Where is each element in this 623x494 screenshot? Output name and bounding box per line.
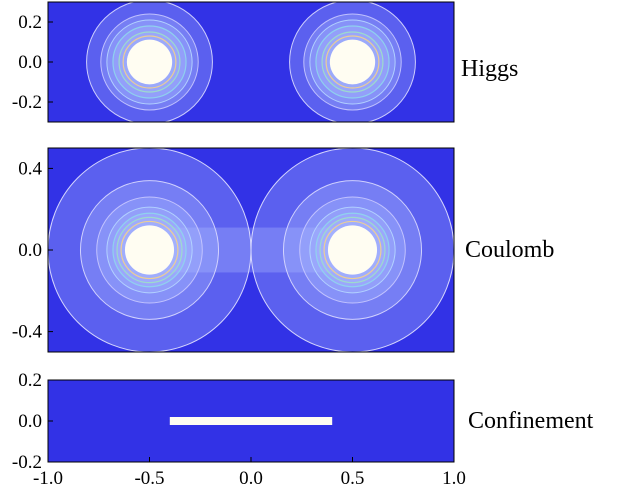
- contour-line: [106, 19, 193, 105]
- panel-coulomb: 0.4 0.0 -0.4 Coulomb: [12, 147, 554, 353]
- contour-line: [309, 19, 396, 105]
- x-tick-label: -0.5: [134, 468, 164, 489]
- x-tick-label: 0.5: [341, 468, 365, 489]
- y-tick-label: 0.2: [18, 12, 42, 33]
- contour-line: [319, 216, 386, 284]
- contour-line: [106, 206, 193, 294]
- panel-label: Higgs: [461, 56, 518, 82]
- contour-line: [325, 35, 380, 89]
- contour-line: [100, 13, 199, 111]
- panel-higgs: 0.2 0.0 -0.2 Higgs: [12, 1, 518, 123]
- contour-line: [250, 148, 454, 352]
- x-tick-label: 1.0: [442, 468, 466, 489]
- contour-line: [323, 220, 382, 280]
- y-tick-label: 0.2: [18, 370, 42, 391]
- contour-line: [79, 180, 220, 320]
- x-tick-label: -1.0: [33, 468, 63, 489]
- contour-line: [96, 196, 203, 304]
- source-core: [126, 39, 173, 85]
- contour-line: [282, 180, 423, 320]
- source-core: [327, 225, 378, 275]
- contour-line: [315, 212, 390, 288]
- y-tick-label: 0.4: [18, 158, 42, 179]
- contour-line: [309, 206, 396, 294]
- contour-line: [289, 2, 416, 122]
- contour-line: [321, 31, 384, 93]
- panel-label: Confinement: [468, 408, 594, 434]
- flux-tube: [169, 417, 333, 425]
- source-core: [329, 39, 376, 85]
- panel-confinement: 0.2 0.0 -0.2 Confinement: [12, 370, 594, 473]
- contour-line: [118, 31, 181, 93]
- contour-line: [303, 13, 402, 111]
- y-tick-label: 0.0: [18, 411, 42, 432]
- contour-line: [299, 196, 406, 304]
- panel-label: Coulomb: [465, 237, 554, 263]
- y-tick-label: -0.4: [12, 322, 43, 343]
- x-axis: -1.0 -0.5 0.0 0.5 1.0: [33, 457, 466, 489]
- y-tick-label: 0.0: [18, 240, 42, 261]
- contour-line: [315, 25, 390, 99]
- contour-line: [116, 216, 183, 284]
- contour-line: [112, 212, 187, 288]
- contour-line: [120, 220, 179, 280]
- contour-line: [122, 35, 177, 89]
- y-tick-label: -0.2: [12, 92, 42, 113]
- y-tick-label: -0.2: [12, 452, 42, 473]
- x-tick-label: 0.0: [239, 468, 263, 489]
- y-tick-label: 0.0: [18, 52, 42, 73]
- plot-background: [48, 2, 454, 122]
- contour-line: [112, 25, 187, 99]
- contour-line: [86, 2, 213, 122]
- source-core: [124, 225, 175, 275]
